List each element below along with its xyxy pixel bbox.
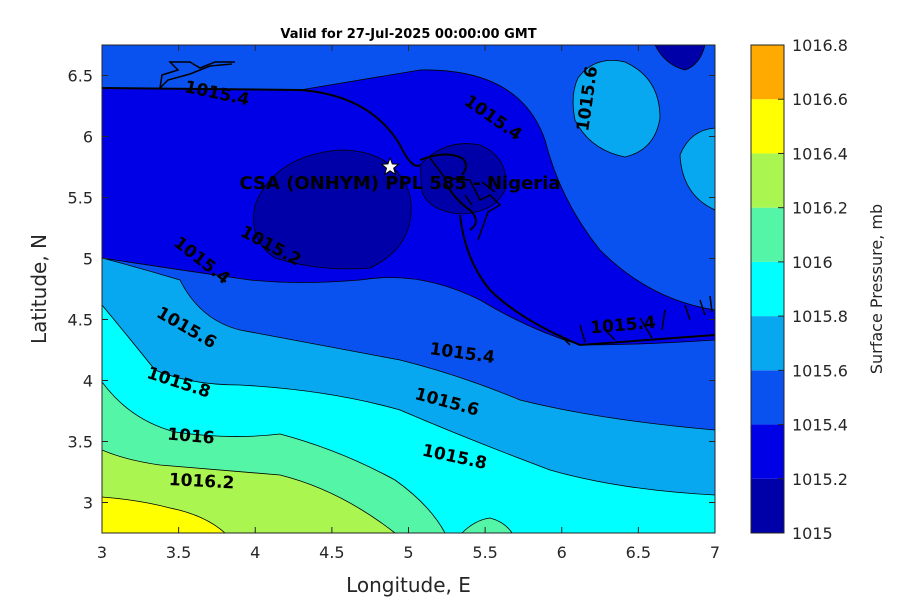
colorbar-tick-label: 1015.4: [792, 416, 848, 435]
site-label: CSA (ONHYM) PPL 585 - Nigeria: [239, 173, 560, 194]
y-tick-label: 3: [83, 494, 93, 513]
coastline: [102, 87, 715, 347]
band-1016.0-se: [461, 517, 513, 533]
colorbar-tick-label: 1015.8: [792, 307, 848, 326]
y-tick-label: 4: [83, 372, 93, 391]
colorbar-segment: [751, 478, 784, 533]
x-tick-label: 5: [403, 543, 413, 562]
colorbar-tick-label: 1016.4: [792, 144, 848, 163]
site-marker-group: CSA (ONHYM) PPL 585 - Nigeria: [239, 156, 561, 194]
delta-channels: [429, 157, 502, 241]
colorbar-segment: [751, 261, 784, 317]
colorbar-segment: [751, 370, 784, 425]
band-1015.6-ne: [572, 59, 661, 158]
band-1015.0-ne: [654, 45, 706, 71]
x-tick-label: 5.5: [472, 543, 497, 562]
coast-east-channels: [559, 295, 713, 346]
plot-area: [102, 45, 715, 533]
colorbar-segment: [751, 207, 784, 262]
colorbar-segment: [751, 45, 784, 100]
colorbar-tick-label: 1016.2: [792, 199, 848, 218]
river-nw: [159, 61, 235, 89]
x-tick-label: 4: [250, 543, 260, 562]
y-tick-label: 3.5: [68, 433, 93, 452]
x-tick-label: 7: [710, 543, 720, 562]
x-axis-ticks: 3 3.5 4 4.5 5 5.5 6 6.5 7: [97, 45, 720, 562]
colorbar-segment: [751, 99, 784, 154]
y-tick-label: 6.5: [68, 67, 93, 86]
colorbar-tick-label: 1016: [792, 253, 833, 272]
band-1015.6-east: [679, 127, 715, 211]
y-tick-label: 4.5: [68, 311, 93, 330]
band-1015.0-west: [253, 149, 412, 270]
colorbar-tick-label: 1016.8: [792, 36, 848, 55]
contour-label: 1016: [166, 425, 215, 449]
y-axis-label: Latitude, N: [27, 234, 51, 344]
colorbar-tick-label: 1015.6: [792, 361, 848, 380]
x-tick-label: 6: [557, 543, 567, 562]
y-axis-ticks: 3 3.5 4 4.5 5 5.5 6 6.5: [68, 67, 715, 513]
colorbar-tick-label: 1016.6: [792, 90, 848, 109]
colorbar-frame: [750, 44, 785, 534]
x-tick-label: 6.5: [626, 543, 651, 562]
chart-title: Valid for 27-Jul-2025 00:00:00 GMT: [280, 27, 536, 42]
colorbar-tick-label: 1015.2: [792, 470, 848, 489]
y-tick-label: 6: [83, 128, 93, 147]
colorbar-segment: [751, 153, 784, 208]
x-tick-label: 4.5: [319, 543, 344, 562]
y-tick-label: 5: [83, 250, 93, 269]
colorbar: 1015 1015.2 1015.4 1015.6 1015.8 1016 1016.2 10…: [750, 36, 848, 543]
x-axis-label: Longitude, E: [346, 573, 471, 597]
x-tick-label: 3: [97, 543, 107, 562]
colorbar-label: Surface Pressure, mb: [867, 204, 886, 374]
band-1016.4: [102, 496, 226, 533]
site-star-marker: [380, 156, 401, 176]
y-tick-label: 5.5: [68, 189, 93, 208]
contour-label: 1016.2: [168, 470, 235, 493]
colorbar-segment: [751, 316, 784, 371]
colorbar-tick-label: 1015: [792, 524, 833, 543]
x-tick-label: 3.5: [166, 543, 191, 562]
colorbar-segment: [751, 424, 784, 479]
